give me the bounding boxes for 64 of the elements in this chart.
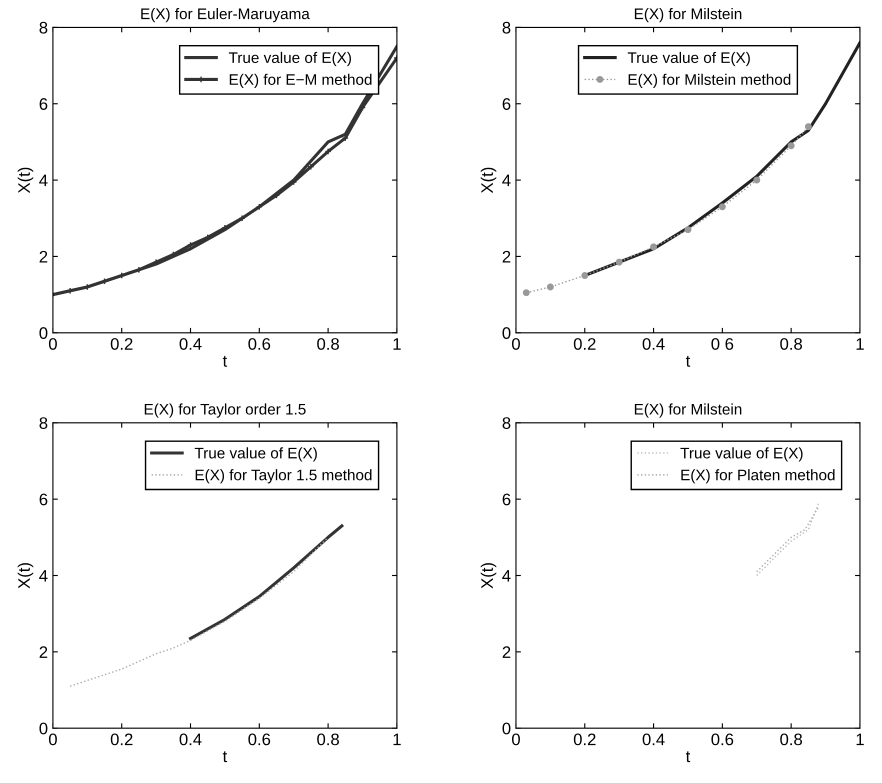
x-axis-title: t bbox=[222, 356, 228, 367]
x-tick-label: 0 6 bbox=[711, 338, 734, 350]
legend-label: E(X) for Platen method bbox=[681, 469, 835, 484]
x-tick-label: 0.8 bbox=[780, 338, 802, 350]
y-axis-title: X(t) bbox=[18, 563, 34, 589]
x-tick-label: 0.4 bbox=[642, 338, 665, 350]
y-axis-title: X(t) bbox=[480, 168, 496, 194]
chart-title: E(X) for Milstein bbox=[634, 403, 742, 418]
y-tick-label: 6 bbox=[40, 494, 48, 506]
chart-title: E(X) for Milstein bbox=[634, 8, 742, 22]
x-tick-label: 0.4 bbox=[180, 338, 202, 350]
y-tick-label: 2 bbox=[502, 250, 510, 262]
x-tick-label: 0 bbox=[48, 338, 57, 350]
legend-label: True value of E(X) bbox=[628, 52, 750, 66]
x-tick-label: 0.2 bbox=[574, 338, 596, 350]
y-tick-label: 8 bbox=[502, 417, 510, 430]
y-tick-label: 6 bbox=[502, 494, 510, 506]
legend-label: E(X) for Milstein method bbox=[628, 74, 790, 88]
y-tick-label: 4 bbox=[502, 174, 511, 186]
x-tick-label: 0.2 bbox=[574, 733, 596, 746]
y-tick-label: 0 bbox=[502, 327, 510, 339]
legend-label: True value of E(X) bbox=[680, 447, 803, 462]
x-tick-label: 0.6 bbox=[711, 733, 734, 746]
x-tick-label: 0.2 bbox=[110, 338, 132, 350]
y-tick-label: 2 bbox=[502, 646, 510, 658]
x-tick-label: 0.8 bbox=[780, 733, 802, 746]
legend-label: True value of E(X) bbox=[228, 52, 351, 66]
x-tick-label: 1 bbox=[856, 734, 864, 746]
x-axis-title: t bbox=[686, 751, 690, 762]
y-tick-label: 6 bbox=[502, 98, 510, 110]
y-tick-label: 2 bbox=[40, 646, 48, 658]
x-tick-label: 1 bbox=[394, 338, 401, 350]
x-tick-label: 0.6 bbox=[248, 733, 270, 746]
y-tick-label: 4 bbox=[39, 174, 48, 186]
y-tick-label: 8 bbox=[40, 22, 48, 34]
y-tick-label: 0 bbox=[502, 722, 510, 734]
x-tick-label: 0.4 bbox=[642, 733, 665, 746]
x-tick-label: 0.4 bbox=[180, 733, 202, 746]
chart-title: E(X) for Euler-Maruyama bbox=[141, 8, 310, 22]
y-tick-label: 4 bbox=[39, 570, 48, 582]
y-tick-label: 6 bbox=[40, 98, 48, 110]
x-tick-label: 1 bbox=[394, 734, 401, 746]
y-tick-label: 2 bbox=[40, 250, 48, 262]
y-axis-title: X(t) bbox=[480, 563, 496, 589]
chart-title: E(X) for Taylor order 1.5 bbox=[144, 403, 306, 418]
y-tick-label: 0 bbox=[39, 722, 48, 734]
legend-label: True value of E(X) bbox=[194, 447, 317, 462]
y-axis-title: X(t) bbox=[18, 168, 34, 194]
y-tick-label: 8 bbox=[502, 22, 510, 34]
x-axis-title: t bbox=[686, 356, 690, 367]
x-tick-label: 0.6 bbox=[248, 338, 270, 350]
x-tick-label: 0 bbox=[512, 733, 520, 746]
legend-label: E(X) for Taylor 1.5 method bbox=[196, 469, 372, 484]
x-tick-label: 0 bbox=[512, 338, 520, 350]
x-tick-label: 1 bbox=[856, 338, 864, 350]
legend-label: E(X) for E−M method bbox=[230, 74, 372, 88]
x-tick-label: 0.8 bbox=[317, 733, 339, 746]
y-tick-label: 4 bbox=[502, 570, 511, 582]
y-tick-label: 0 bbox=[39, 327, 48, 339]
x-tick-label: 0 bbox=[48, 733, 57, 746]
y-tick-label: 8 bbox=[40, 417, 48, 430]
x-tick-label: 0.8 bbox=[317, 338, 339, 350]
x-tick-label: 0.2 bbox=[110, 733, 132, 746]
x-axis-title: t bbox=[222, 751, 228, 762]
